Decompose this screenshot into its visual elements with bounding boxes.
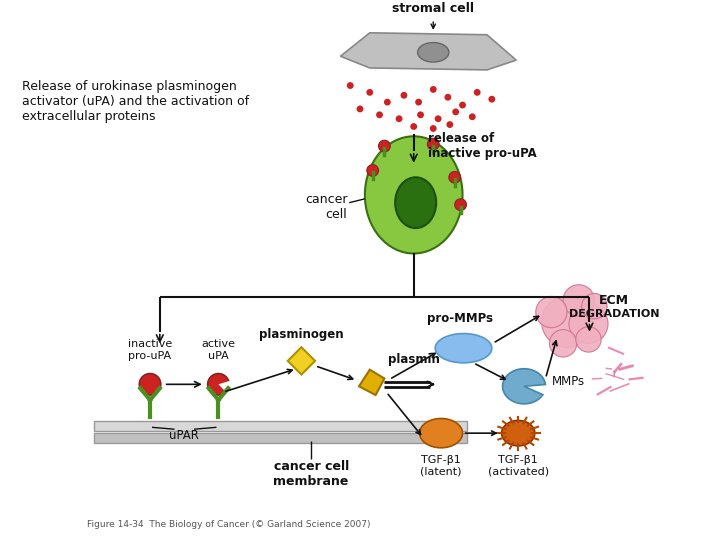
Circle shape [541,296,593,347]
Circle shape [417,111,424,118]
Circle shape [469,113,476,120]
Text: ECM: ECM [599,294,629,307]
Circle shape [435,116,441,122]
Circle shape [428,138,439,150]
Circle shape [430,86,436,93]
Circle shape [430,125,436,132]
Text: TGF-β1
(activated): TGF-β1 (activated) [487,455,549,476]
Circle shape [449,172,461,183]
Text: cancer cell
membrane: cancer cell membrane [274,461,349,489]
Polygon shape [341,33,516,70]
Circle shape [474,89,480,96]
Text: uPAR: uPAR [169,429,199,442]
Ellipse shape [365,136,462,253]
Circle shape [444,94,451,100]
Circle shape [396,116,402,122]
Circle shape [384,99,391,105]
Text: plasminogen: plasminogen [259,328,343,341]
Polygon shape [288,347,315,375]
Circle shape [549,329,577,357]
Circle shape [400,92,408,99]
Circle shape [536,296,567,328]
Ellipse shape [420,418,462,448]
Circle shape [452,109,459,116]
Circle shape [488,96,495,103]
Text: Figure 14-34  The Biology of Cancer (© Garland Science 2007): Figure 14-34 The Biology of Cancer (© Ga… [86,520,370,529]
Ellipse shape [502,421,535,446]
Text: plasmin: plasmin [388,353,440,366]
Text: pro-MMPs: pro-MMPs [427,312,492,325]
Text: stromal cell: stromal cell [392,2,474,15]
Circle shape [366,165,379,177]
Text: DEGRADATION: DEGRADATION [569,309,659,319]
Circle shape [563,285,594,316]
Text: active
uPA: active uPA [202,339,235,361]
Circle shape [379,140,390,152]
Circle shape [207,374,229,395]
Text: TGF-β1
(latent): TGF-β1 (latent) [420,455,462,476]
Circle shape [410,123,417,130]
Ellipse shape [435,334,492,363]
Bar [94,421,467,431]
Polygon shape [503,369,546,404]
Circle shape [582,294,607,319]
Circle shape [576,327,601,352]
Ellipse shape [418,43,449,62]
Circle shape [347,82,354,89]
Ellipse shape [395,177,436,228]
Text: cancer
cell: cancer cell [305,193,347,221]
Circle shape [415,99,422,105]
Bar [94,433,467,443]
Polygon shape [359,370,384,395]
Polygon shape [218,381,230,393]
Text: release of
inactive pro-uPA: release of inactive pro-uPA [428,132,537,160]
Text: Release of urokinase plasminogen
activator (uPA) and the activation of
extracell: Release of urokinase plasminogen activat… [22,80,249,123]
Circle shape [569,304,608,343]
Circle shape [455,199,467,211]
Circle shape [356,105,364,112]
Circle shape [459,102,466,109]
Circle shape [139,374,161,395]
Text: inactive
pro-uPA: inactive pro-uPA [128,339,172,361]
Text: MMPs: MMPs [552,375,585,388]
Circle shape [366,89,373,96]
Circle shape [446,121,454,128]
Circle shape [376,111,383,118]
